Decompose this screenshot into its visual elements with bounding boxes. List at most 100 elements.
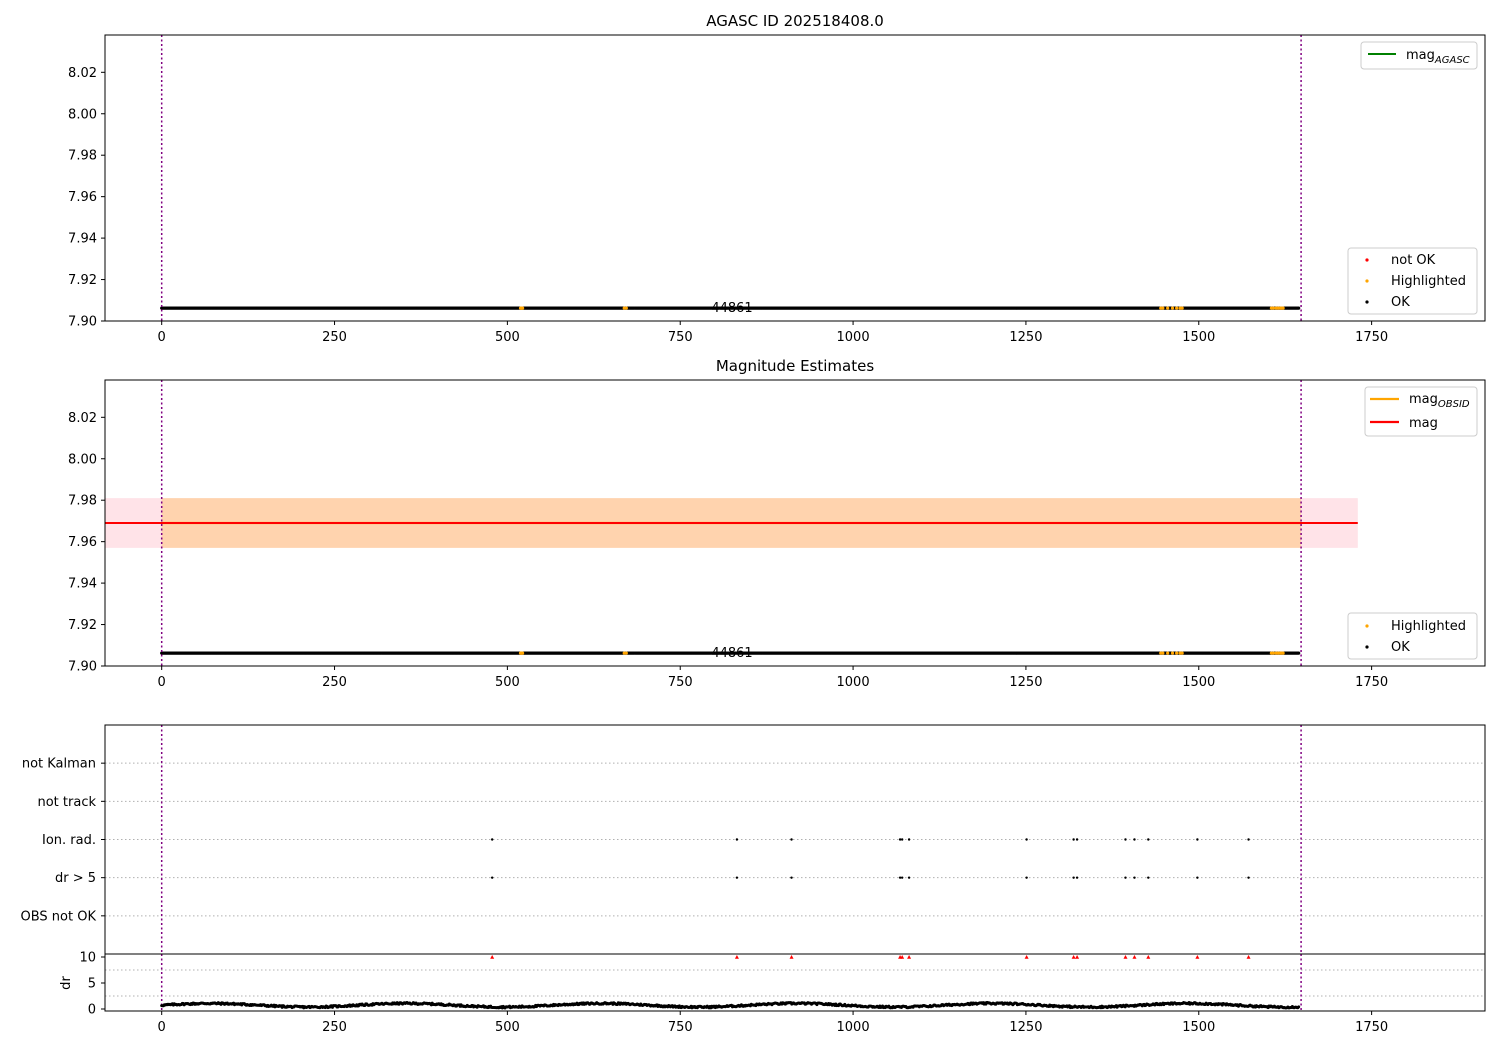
flag-point	[735, 876, 739, 879]
x-tick-label: 0	[158, 330, 166, 345]
flag-point	[1124, 876, 1127, 879]
flag-point	[900, 876, 904, 879]
x-tick-label: 1250	[1009, 1020, 1042, 1035]
est-panel-obsid-label: 44861	[711, 646, 752, 661]
x-tick-label: 1750	[1355, 1020, 1388, 1035]
x-tick-label: 750	[668, 1020, 693, 1035]
y-tick-label: 7.98	[68, 149, 97, 164]
x-tick-label: 1750	[1355, 675, 1388, 690]
highlighted-point	[1281, 651, 1285, 655]
flag-point	[1025, 838, 1028, 841]
y-tick-label: 8.00	[68, 452, 97, 467]
flag-point	[907, 838, 911, 841]
flag-point	[898, 838, 902, 841]
flag-category-label: not track	[37, 795, 96, 810]
highlighted-point	[1161, 306, 1165, 310]
x-tick-label: 250	[322, 1020, 347, 1035]
x-tick-label: 500	[495, 675, 520, 690]
x-tick-label: 0	[158, 675, 166, 690]
flag-point	[1025, 876, 1028, 879]
x-tick-label: 1750	[1355, 330, 1388, 345]
legend-ok-label: OK	[1391, 640, 1410, 655]
x-tick-label: 1250	[1009, 330, 1042, 345]
flag-point	[1196, 838, 1199, 841]
y-tick-label: 7.94	[68, 232, 97, 247]
x-tick-label: 1500	[1182, 1020, 1215, 1035]
flag-point	[1196, 876, 1199, 879]
x-tick-label: 750	[668, 675, 693, 690]
mag-panel-title: AGASC ID 202518408.0	[706, 12, 884, 30]
x-tick-label: 750	[668, 330, 693, 345]
x-tick-label: 1000	[837, 1020, 870, 1035]
flag-point	[790, 876, 793, 879]
flag-category-label: OBS not OK	[21, 909, 97, 924]
y-tick-label: 8.02	[68, 66, 97, 81]
legend-highlighted-label: Highlighted	[1391, 619, 1466, 634]
flag-point	[907, 876, 911, 879]
highlighted-point	[1180, 651, 1184, 655]
flag-point	[1247, 838, 1250, 841]
flag-category-label: Ion. rad.	[42, 833, 96, 848]
y-tick-label: 7.92	[68, 273, 97, 288]
y-tick-label: 7.96	[68, 535, 97, 550]
highlighted-point	[624, 306, 628, 310]
ok-point	[1297, 306, 1301, 310]
y-tick-label: 10	[79, 951, 96, 966]
flag-point	[1075, 838, 1079, 841]
x-tick-label: 1000	[837, 330, 870, 345]
y-tick-label: 7.94	[68, 577, 97, 592]
x-tick-label: 250	[322, 675, 347, 690]
highlighted-point	[1161, 651, 1165, 655]
flag-category-label: dr > 5	[55, 871, 96, 886]
legend-mag-label: mag	[1409, 416, 1438, 431]
flag-point	[1247, 876, 1250, 879]
highlighted-point	[624, 651, 628, 655]
flag-point	[735, 838, 739, 841]
legend-ok-marker	[1365, 300, 1369, 304]
highlighted-point	[1170, 306, 1175, 310]
x-tick-label: 1500	[1182, 675, 1215, 690]
y-tick-label: 8.02	[68, 411, 97, 426]
flag-point	[900, 838, 904, 841]
legend-highlighted-marker	[1365, 279, 1369, 283]
highlighted-point	[1281, 306, 1285, 310]
legend-not-ok-label: not OK	[1391, 253, 1436, 268]
highlighted-point	[1166, 651, 1170, 655]
x-tick-label: 250	[322, 330, 347, 345]
mag-panel-point-legend: not OK Highlighted OK	[1347, 247, 1478, 315]
y-tick-label: 7.92	[68, 618, 97, 633]
highlighted-point	[1166, 306, 1170, 310]
mag-panel-points	[160, 306, 1301, 310]
x-tick-label: 1250	[1009, 675, 1042, 690]
y-tick-label: 0	[88, 1003, 96, 1018]
highlighted-point	[1180, 306, 1184, 310]
flag-point	[490, 876, 494, 879]
highlighted-point	[520, 306, 525, 310]
flag-point	[1072, 838, 1075, 841]
y-tick-label: 5	[88, 977, 96, 992]
est-panel-title: Magnitude Estimates	[716, 357, 874, 375]
legend-not-ok-marker	[1365, 258, 1369, 262]
y-tick-label: 7.90	[68, 315, 97, 330]
dr-point	[1297, 1005, 1301, 1009]
highlighted-point	[1175, 306, 1179, 310]
flag-point	[490, 838, 494, 841]
est-panel-line-legend: magOBSID mag	[1364, 386, 1478, 437]
mag-panel: AGASC ID 202518408.0 0 250 500 750 1000 1250 1…	[68, 12, 1486, 345]
y-tick-label: 7.90	[68, 660, 97, 675]
highlighted-point	[520, 651, 525, 655]
legend-highlighted-label: Highlighted	[1391, 274, 1466, 289]
mag-panel-axes: 0 250 500 750 1000 1250 1500 1750 7.90 7.92 7.94 7.…	[68, 35, 1388, 345]
dr-axis-label: dr	[59, 976, 74, 990]
est-panel-points	[105, 521, 1358, 655]
legend-highlighted-marker	[1365, 624, 1369, 628]
flag-point	[1133, 876, 1136, 879]
y-tick-label: 7.98	[68, 494, 97, 509]
flag-point	[1072, 876, 1075, 879]
est-panel-point-legend: Highlighted OK	[1347, 612, 1478, 660]
x-tick-label: 1000	[837, 675, 870, 690]
y-tick-label: 8.00	[68, 107, 97, 122]
y-tick-label: 7.96	[68, 190, 97, 205]
mag-panel-line-legend: magAGASC	[1360, 41, 1478, 70]
